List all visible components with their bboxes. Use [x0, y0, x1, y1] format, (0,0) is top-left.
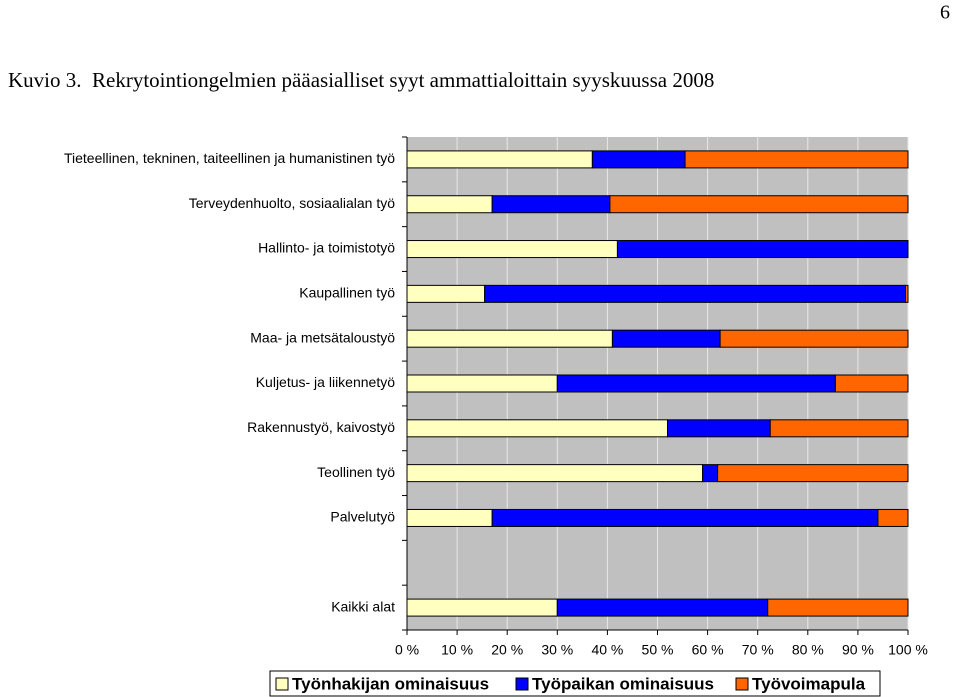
bar-segment [406, 240, 618, 259]
x-tick-label: 70 % [742, 642, 774, 658]
bar-segment [877, 508, 909, 527]
bar-segment [406, 150, 593, 169]
bar-segment [667, 419, 771, 438]
bar-segment [406, 374, 558, 393]
y-tick-label: Tieteellinen, tekninen, taiteellinen ja … [64, 150, 395, 166]
bar-segment [611, 329, 721, 348]
bar-segment [406, 284, 486, 303]
y-tick-label: Hallinto- ja toimistotyö [258, 240, 395, 256]
y-tick-label: Kaupallinen työ [299, 285, 395, 301]
x-tick-label: 80 % [792, 642, 824, 658]
y-tick-label: Maa- ja metsätaloustyö [250, 329, 395, 345]
legend-swatch [275, 677, 289, 691]
bar-segment [834, 374, 909, 393]
bar-segment [591, 150, 686, 169]
legend-label: Työpaikan ominaisuus [532, 674, 714, 693]
bar-segment [616, 240, 909, 259]
x-tick-label: 90 % [842, 642, 874, 658]
x-tick-label: 20 % [491, 642, 523, 658]
bar-segment [406, 419, 669, 438]
y-tick-label: Terveydenhuolto, sosiaalialan työ [189, 195, 395, 211]
legend-box [269, 670, 881, 697]
x-tick-label: 0 % [395, 642, 419, 658]
x-tick-label: 30 % [541, 642, 573, 658]
bar-segment [717, 464, 909, 483]
legend-label: Työnhakijan ominaisuus [292, 674, 489, 693]
x-tick-label: 50 % [642, 642, 674, 658]
y-tick-label: Palvelutyö [330, 509, 395, 525]
y-tick-label: Kuljetus- ja liikennetyö [256, 374, 396, 390]
bar-segment [767, 598, 909, 617]
y-tick-label: Rakennustyö, kaivostyö [247, 419, 395, 435]
bar-segment [484, 284, 906, 303]
x-tick-label: 40 % [591, 642, 623, 658]
bar-segment [556, 598, 769, 617]
bar-segment [684, 150, 909, 169]
bar-segment [406, 329, 613, 348]
x-tick-label: 100 % [888, 642, 928, 658]
legend-swatch [735, 677, 749, 691]
bar-segment [719, 329, 909, 348]
bar-segment [406, 508, 493, 527]
bar-segment [556, 374, 836, 393]
bar-segment [609, 195, 909, 214]
bar-segment [406, 464, 704, 483]
bar-segment [491, 508, 879, 527]
legend-swatch [515, 677, 529, 691]
y-tick-label: Kaikki alat [331, 598, 395, 614]
x-tick-label: 10 % [441, 642, 473, 658]
page-number: 6 [940, 2, 950, 24]
chart-title: Kuvio 3. Rekrytointiongelmien pääasialli… [8, 68, 714, 92]
bar-segment [769, 419, 909, 438]
bar-segment [406, 195, 493, 214]
bar-segment [491, 195, 611, 214]
bar-segment [406, 598, 558, 617]
bar-segment [702, 464, 719, 483]
y-tick-label: Teollinen työ [317, 464, 395, 480]
bar-segment [904, 284, 909, 303]
legend-label: Työvoimapula [752, 674, 866, 693]
x-tick-label: 60 % [692, 642, 724, 658]
